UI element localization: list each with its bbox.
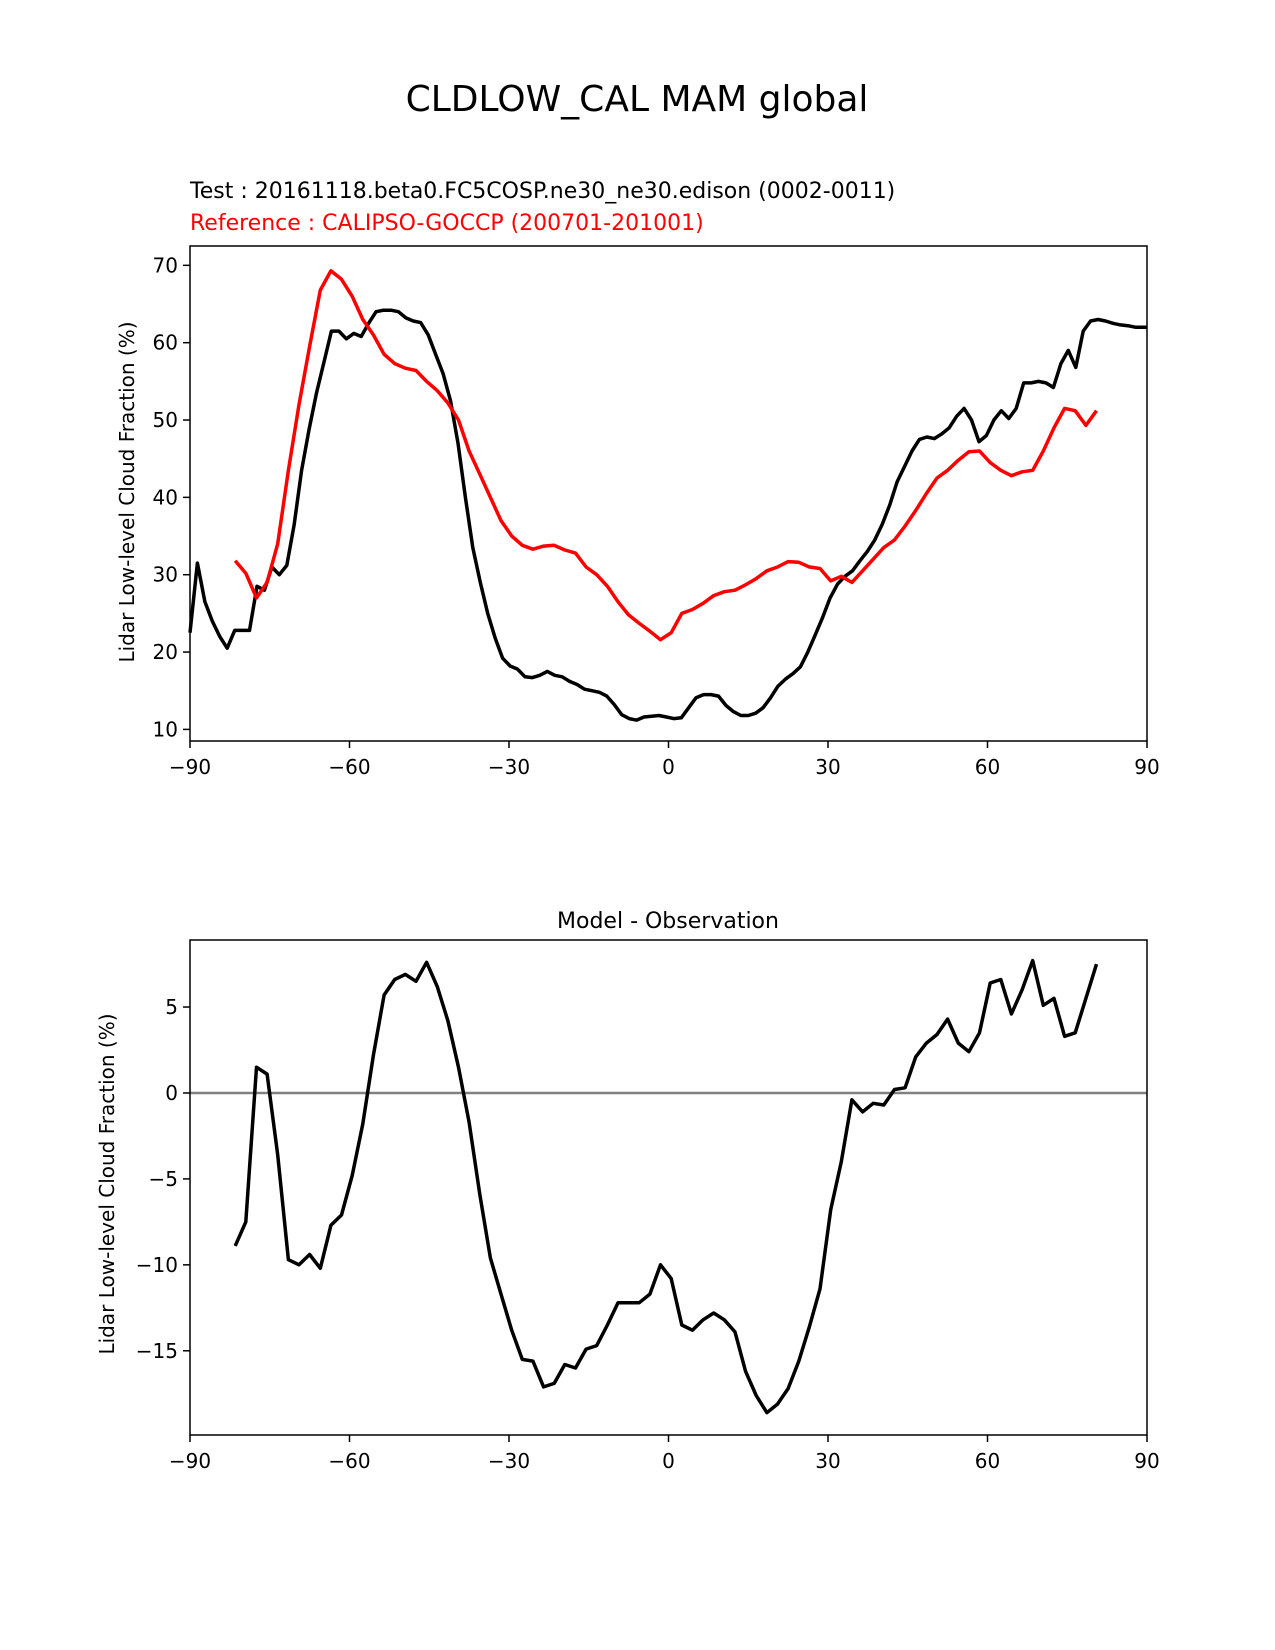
test-title: Test : 20161118.beta0.FC5COSP.ne30_ne30.… (189, 179, 895, 204)
series-line-model-observation (233, 958, 1099, 1415)
y-tick-label: 10 (153, 717, 178, 741)
y-tick-label: 70 (153, 253, 178, 277)
bottom-ylabel: Lidar Low-level Cloud Fraction (%) (95, 1013, 119, 1354)
x-tick-label: 30 (815, 755, 840, 779)
x-tick-label: 30 (815, 1449, 840, 1473)
x-tick-label: −60 (328, 1449, 370, 1473)
y-tick-label: 20 (153, 640, 178, 664)
reference-title: Reference : CALIPSO-GOCCP (200701-201001… (190, 211, 704, 236)
x-tick-label: −90 (169, 755, 211, 779)
x-tick-label: 60 (975, 755, 1000, 779)
y-tick-label: 5 (165, 995, 178, 1019)
x-tick-label: 0 (662, 755, 675, 779)
bottom-panel: −90 −60 −30 0 30 60 90 −15 −10 −5 0 5 (136, 939, 1160, 1473)
y-tick-label: 40 (153, 485, 178, 509)
x-tick-label: 90 (1134, 1449, 1159, 1473)
x-tick-label: 60 (975, 1449, 1000, 1473)
y-tick-label: −10 (136, 1253, 178, 1277)
x-tick-label: −30 (488, 755, 530, 779)
x-tick-label: −30 (488, 1449, 530, 1473)
y-tick-label: 50 (153, 408, 178, 432)
y-tick-label: −5 (149, 1167, 178, 1191)
y-tick-label: −15 (136, 1339, 178, 1363)
top-panel: −90 −60 −30 0 30 60 90 10 20 30 40 50 60 70 (153, 245, 1160, 779)
series-line-test (188, 308, 1147, 722)
y-tick-label: 60 (153, 331, 178, 355)
x-tick-label: 90 (1134, 755, 1159, 779)
top-ylabel: Lidar Low-level Cloud Fraction (%) (115, 321, 139, 662)
difference-title: Model - Observation (557, 909, 779, 934)
x-tick-label: 0 (662, 1449, 675, 1473)
figure-title: CLDLOW_CAL MAM global (406, 79, 869, 120)
y-tick-label: 30 (153, 563, 178, 587)
x-tick-label: −60 (328, 755, 370, 779)
series-line-reference (233, 269, 1098, 642)
x-tick-label: −90 (169, 1449, 211, 1473)
y-tick-label: 0 (165, 1081, 178, 1105)
